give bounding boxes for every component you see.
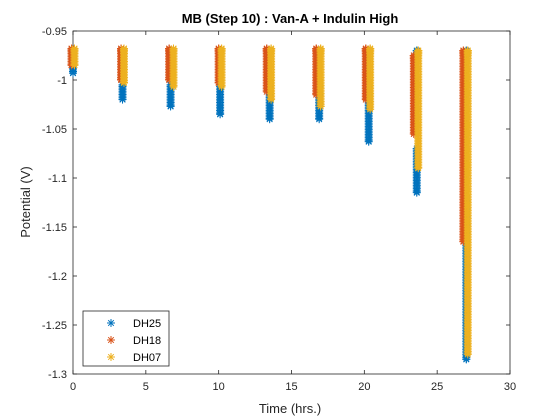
legend-label: DH18 [133, 335, 161, 347]
y-tick-label: -1 [57, 75, 67, 87]
data-point [464, 50, 472, 58]
point-cluster [70, 45, 78, 70]
data-point [414, 50, 422, 58]
data-point [366, 48, 374, 56]
y-tick-label: -1.15 [42, 222, 67, 234]
legend-marker [107, 319, 115, 327]
point-cluster [120, 45, 128, 87]
legend-label: DH25 [133, 318, 161, 330]
x-tick-label: 0 [70, 381, 76, 393]
y-tick-label: -1.1 [48, 173, 67, 185]
point-cluster [464, 47, 472, 359]
y-axis-label: Potential (V) [18, 166, 33, 238]
legend: DH25 DH18 DH07 [83, 311, 169, 366]
point-cluster [218, 45, 226, 91]
x-tick-label: 15 [285, 381, 297, 393]
y-tick-label: -0.95 [42, 26, 67, 38]
data-point [267, 48, 275, 56]
data-point [413, 188, 421, 196]
y-tick-label: -1.3 [48, 369, 67, 381]
x-tick-label: 5 [143, 381, 149, 393]
point-cluster [267, 45, 275, 104]
point-cluster [170, 45, 178, 91]
legend-marker [107, 336, 115, 344]
y-tick-label: -1.05 [42, 124, 67, 136]
y-tick-label: -1.2 [48, 271, 67, 283]
x-axis-label: Time (hrs.) [259, 401, 321, 416]
data-point [464, 349, 472, 357]
legend-label: DH07 [133, 352, 161, 364]
data-point [317, 48, 325, 56]
legend-marker [107, 353, 115, 361]
x-tick-label: 30 [504, 381, 516, 393]
chart-title: MB (Step 10) : Van-A + Indulin High [182, 11, 399, 26]
x-tick-label: 20 [358, 381, 370, 393]
data-point [365, 137, 373, 145]
data-point [218, 48, 226, 56]
point-cluster [414, 47, 422, 173]
point-cluster [366, 45, 374, 114]
x-tick-label: 25 [431, 381, 443, 393]
y-tick-label: -1.25 [42, 320, 67, 332]
x-tick-label: 10 [213, 381, 225, 393]
point-cluster [317, 45, 325, 111]
